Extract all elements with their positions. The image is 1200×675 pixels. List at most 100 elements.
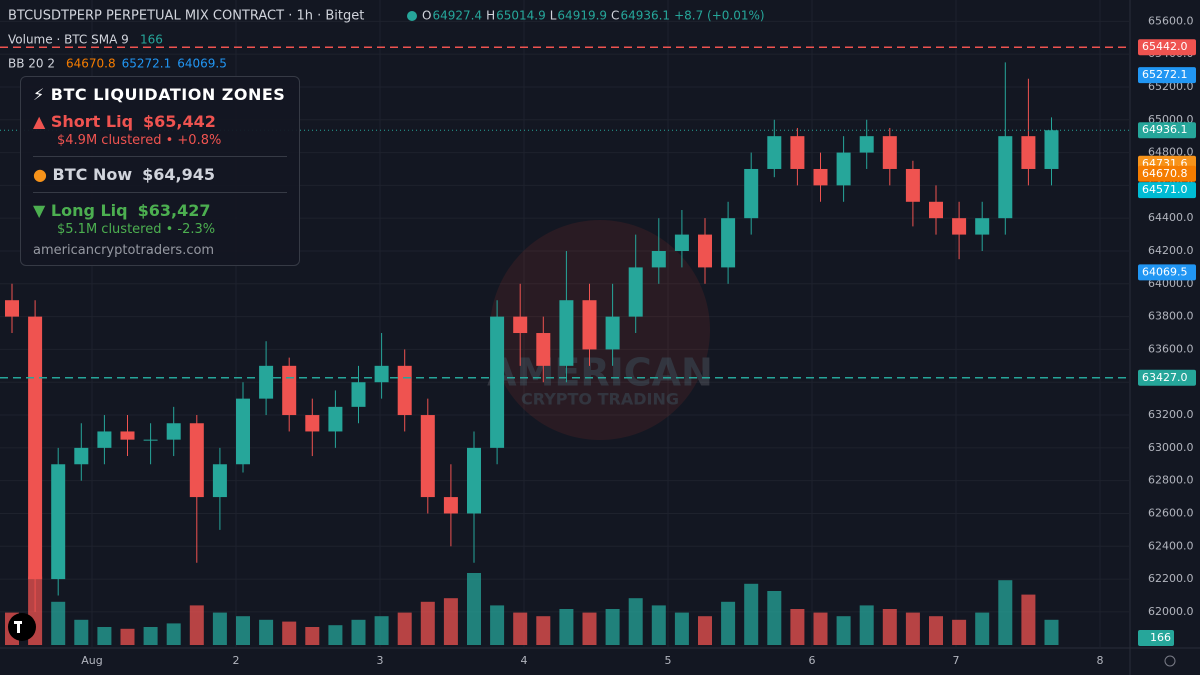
price-label: 65272.1 (1142, 68, 1188, 81)
y-tick-label: 62800.0 (1148, 474, 1194, 487)
ohlc-value: 64927.4 (432, 9, 482, 23)
indicator-value: 64069.5 (177, 57, 227, 71)
y-tick-label: 63200.0 (1148, 408, 1194, 421)
ohlc-key: O (422, 9, 431, 23)
indicator-label: BB 20 2 (8, 57, 55, 71)
volume-bar (582, 612, 597, 645)
volume-bar (628, 598, 643, 645)
y-tick-label: 63600.0 (1148, 342, 1194, 355)
tv-logo (17, 621, 20, 633)
volume-bar (975, 612, 990, 645)
x-tick-label: 6 (809, 654, 816, 667)
now-icon: ● (33, 165, 53, 184)
ohlc-change: +8.7 (+0.01%) (674, 9, 765, 23)
volume-bars (5, 573, 1059, 645)
site: americancryptotraders.com (33, 243, 215, 258)
candle-body (721, 218, 736, 268)
symbol: BTCUSDTPERP PERPETUAL MIX CONTRACT · 1h … (8, 9, 364, 24)
volume-bar (259, 619, 274, 645)
x-tick-label: 8 (1097, 654, 1104, 667)
x-tick-label: 4 (521, 654, 528, 667)
volume-bar (767, 591, 782, 645)
candle-body (605, 316, 620, 350)
volume-bar (374, 616, 389, 645)
volume-bar (836, 616, 851, 645)
volume-bar (305, 627, 320, 645)
volume-bar (397, 612, 412, 645)
volume-bar (236, 616, 250, 645)
ohlc-value: 64936.1 (620, 9, 670, 23)
panel-title: ⚡ BTC LIQUIDATION ZONES (33, 85, 286, 104)
candle-body (859, 136, 874, 153)
y-tick-label: 63800.0 (1148, 310, 1194, 323)
long-price: $63,427 (137, 201, 211, 220)
indicator-value: 65272.1 (122, 57, 172, 71)
volume-bar (905, 612, 920, 645)
candle-body (975, 218, 990, 235)
price-label-box (1138, 182, 1196, 199)
ohlc-key: C (611, 9, 619, 23)
ohlc-value: 64919.9 (557, 9, 607, 23)
short-icon: ▲ (33, 112, 51, 131)
volume-label: 166 (1150, 631, 1171, 644)
short-label: Short Liq (50, 112, 134, 131)
y-tick-label: 62000.0 (1148, 605, 1194, 618)
volume-bar (282, 621, 297, 645)
short-price: $65,442 (143, 112, 216, 131)
volume-bar (467, 573, 481, 645)
y-tick-label: 65600.0 (1148, 14, 1194, 27)
candle-body (1021, 136, 1036, 169)
volume-bar (120, 628, 135, 645)
candle-body (28, 316, 43, 580)
candle-body (651, 250, 666, 268)
ohlc: O 64927.4 H 65014.9 L 64919.9 C 64936.1 +8.7 (+0… (422, 9, 765, 23)
volume-bar (790, 609, 805, 645)
indicator-value: 166 (140, 33, 163, 47)
volume-bar (328, 625, 343, 645)
candle-body (513, 316, 528, 334)
volume-bar (952, 619, 967, 645)
long-label: Long Liq (50, 201, 128, 220)
y-tick-label: 63000.0 (1148, 441, 1194, 454)
candle-body (790, 136, 805, 169)
candle-body (51, 464, 66, 580)
candle-body (305, 415, 320, 432)
candle-body (744, 168, 759, 219)
volume-bar (1044, 619, 1059, 645)
candle-body (536, 333, 551, 366)
price-label-box (1138, 39, 1196, 56)
x-tick-label: 5 (665, 654, 672, 667)
volume-bar (97, 627, 112, 645)
volume-bar (443, 598, 458, 645)
candle-body (328, 406, 343, 432)
ohlc-key: H (486, 9, 495, 23)
price-label: 64571.0 (1142, 183, 1188, 196)
candle-body (559, 300, 574, 366)
y-tick-label: 62600.0 (1148, 506, 1194, 519)
price-label-box (1138, 122, 1196, 139)
volume-bar (536, 616, 551, 645)
volume-bar (351, 619, 366, 645)
volume-bar (651, 605, 666, 645)
y-tick-label: 62200.0 (1148, 572, 1194, 585)
candle-body (836, 152, 851, 186)
candle-body (698, 234, 712, 268)
status-dot (407, 11, 417, 21)
candle-body (628, 267, 643, 317)
candle-body (97, 431, 112, 448)
short-detail: $4.9M clustered • +0.8% (57, 133, 222, 148)
candle-body (212, 464, 227, 498)
candle-body (767, 136, 782, 169)
price-label-box (1138, 67, 1196, 84)
volume-bar (420, 601, 435, 645)
settings-icon[interactable] (1164, 655, 1176, 667)
volume-bar (605, 609, 620, 645)
price-label-box (1138, 165, 1196, 182)
liquidation-panel: ⚡ BTC LIQUIDATION ZONES ▲ Short Liq $65,4… (20, 76, 300, 266)
candle-body (120, 431, 135, 440)
candles (5, 62, 1059, 612)
indicator-values: 64670.8 65272.1 64069.5 (66, 57, 227, 71)
price-label-box (1138, 369, 1196, 386)
